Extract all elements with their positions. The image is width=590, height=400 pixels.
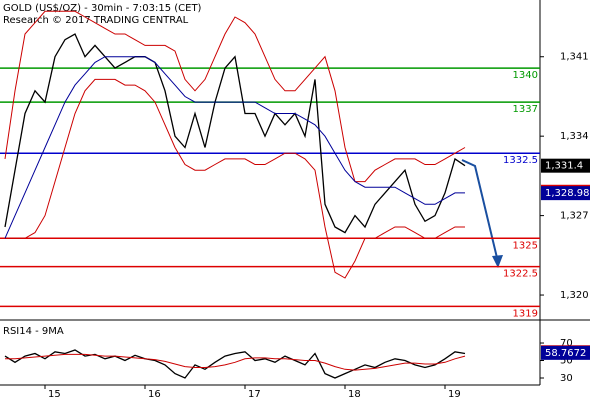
y-tick-label: 1,334 bbox=[560, 131, 589, 142]
x-tick-label: 17 bbox=[248, 389, 261, 400]
level-label: 1340 bbox=[513, 70, 538, 81]
x-tick-label: 16 bbox=[148, 389, 161, 400]
series-line bbox=[5, 353, 466, 371]
level-label: 1322.5 bbox=[503, 269, 538, 280]
forecast-arrow bbox=[461, 159, 499, 263]
y-tick-label: 1,341 bbox=[560, 52, 589, 63]
chart-subtitle: Research © 2017 TRADING CENTRAL bbox=[3, 15, 189, 26]
price-tag-label: 58.7672 bbox=[545, 348, 586, 359]
x-tick-label: 18 bbox=[348, 389, 361, 400]
level-label: 1337 bbox=[513, 104, 538, 115]
y-tick-label: 70 bbox=[560, 338, 573, 349]
price-tag-label: 1,328.98 bbox=[545, 188, 590, 199]
forecast-arrowhead bbox=[492, 255, 503, 268]
y-tick-label: 1,327 bbox=[560, 211, 589, 222]
x-tick-label: 15 bbox=[48, 389, 61, 400]
series-line bbox=[4, 33, 466, 234]
price-tag-label: 1,331.4 bbox=[545, 161, 583, 172]
level-label: 1319 bbox=[513, 308, 538, 319]
y-tick-label: 30 bbox=[560, 373, 573, 384]
chart-title: GOLD (US$/OZ) - 30min - 7:03:15 (CET) bbox=[3, 3, 202, 14]
series-line bbox=[4, 10, 466, 183]
level-label: 1332.5 bbox=[503, 155, 538, 166]
x-tick-label: 19 bbox=[448, 389, 461, 400]
y-tick-label: 50 bbox=[560, 356, 573, 367]
price-tag bbox=[541, 186, 590, 201]
series-line bbox=[4, 56, 465, 239]
series-line bbox=[5, 78, 465, 279]
rsi-title: RSI14 - 9MA bbox=[3, 326, 64, 337]
price-tag bbox=[541, 345, 590, 360]
price-tag bbox=[541, 158, 590, 173]
level-label: 1325 bbox=[513, 240, 538, 251]
y-tick-label: 1,320 bbox=[560, 290, 589, 301]
